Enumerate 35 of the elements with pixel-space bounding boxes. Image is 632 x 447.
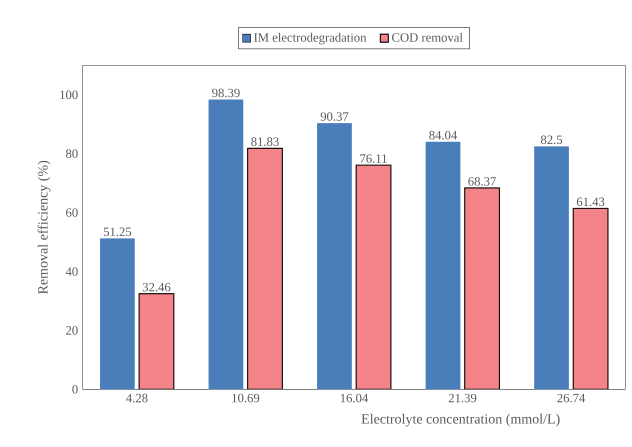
bar: [534, 146, 569, 390]
data-label: 98.39: [212, 88, 240, 98]
bar: [464, 188, 500, 390]
data-label: 61.43: [576, 198, 604, 206]
data-label: 68.37: [468, 177, 496, 186]
data-label: 81.83: [251, 138, 279, 146]
data-label: 51.25: [104, 228, 132, 236]
y-tick-label: 100: [60, 90, 78, 100]
x-tick-label: 26.74: [557, 394, 586, 403]
bar: [100, 238, 135, 390]
legend-label: IM electrodegradation: [254, 33, 366, 45]
data-label: 90.37: [320, 112, 348, 122]
bar: [356, 164, 392, 390]
data-label: 84.04: [429, 131, 458, 140]
data-label: 32.46: [142, 283, 170, 292]
x-tick-label: 10.69: [232, 394, 260, 403]
x-tick-label: 16.04: [340, 394, 368, 403]
bar: [317, 123, 352, 390]
y-tick-label: 40: [66, 267, 78, 276]
legend-label: COD removal: [392, 33, 463, 42]
y-tick-label: 80: [66, 150, 78, 158]
bar: [138, 293, 174, 390]
bar: [247, 148, 283, 390]
data-label: 76.11: [360, 154, 387, 164]
bar: [208, 100, 244, 390]
bar: [572, 208, 608, 390]
data-label: 82.5: [540, 136, 562, 144]
bar: [426, 142, 460, 390]
x-tick-label: 4.28: [126, 394, 148, 403]
y-axis-title: Removal efficiency (%): [38, 161, 50, 294]
x-tick-label: 21.39: [448, 394, 476, 403]
y-tick-label: 60: [66, 208, 78, 218]
y-tick-label: 20: [66, 326, 78, 335]
x-axis-title: Electrolyte concentration (mmol/L): [362, 414, 560, 427]
y-tick-label: 0: [72, 385, 78, 394]
